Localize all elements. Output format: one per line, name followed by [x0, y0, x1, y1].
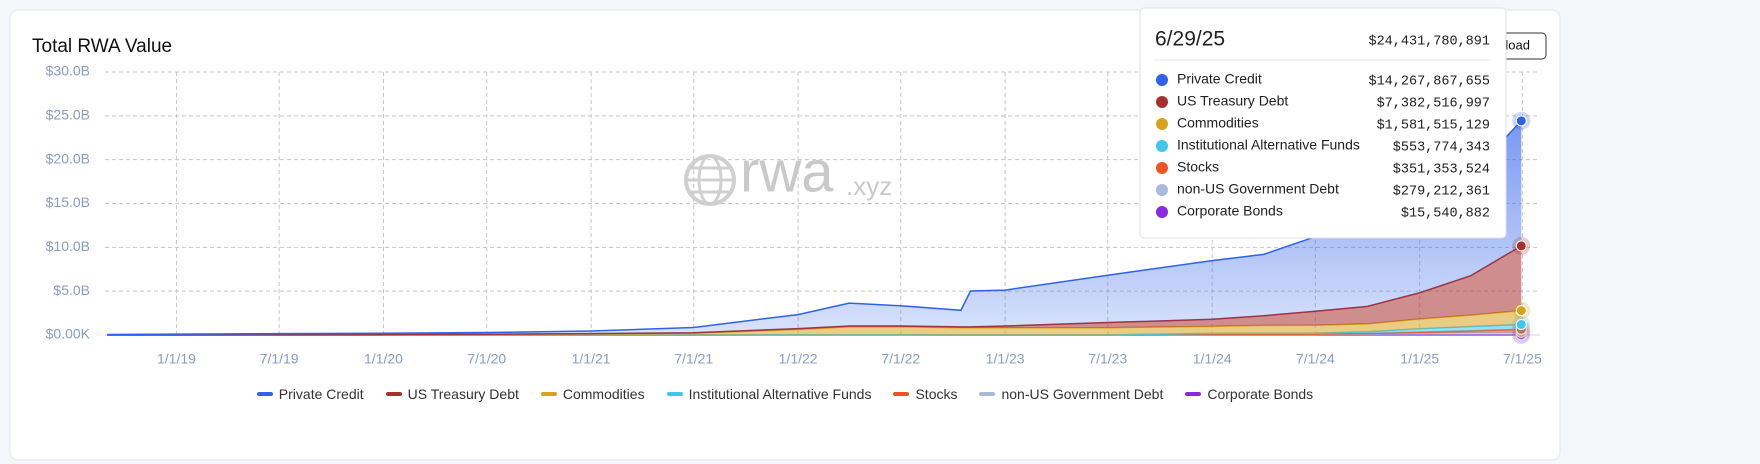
legend-swatch [540, 392, 557, 396]
tooltip-name: Private Credit [1177, 71, 1262, 87]
chart-title: Total RWA Value [32, 36, 172, 57]
tooltip-dot [1156, 118, 1168, 130]
x-tick-label: 1/1/23 [986, 351, 1025, 367]
x-tick-label: 7/1/20 [467, 351, 506, 367]
legend: Private Credit US Treasury Debt Commoditie… [10, 386, 1560, 402]
x-tick-label: 7/1/23 [1088, 351, 1127, 367]
legend-label[interactable]: Private Credit [278, 386, 364, 402]
y-tick-label: $10.0B [46, 238, 90, 254]
watermark-text: rwa [740, 139, 834, 204]
tooltip-name: Commodities [1177, 115, 1259, 131]
legend-label[interactable]: US Treasury Debt [407, 386, 519, 402]
watermark: rwa .xyz [684, 139, 892, 206]
x-tick-label: 1/1/20 [364, 351, 403, 367]
legend-swatch [979, 392, 996, 396]
y-tick-label: $15.0B [46, 194, 90, 210]
area [107, 332, 1522, 335]
tooltip-name: Institutional Alternative Funds [1177, 137, 1360, 153]
point [1515, 305, 1527, 317]
legend-swatch [256, 392, 273, 396]
y-tick-label: $5.0B [53, 282, 90, 298]
y-tick-label: $20.0B [46, 150, 90, 166]
legend-item[interactable]: Stocks [893, 386, 957, 402]
legend-item[interactable]: Institutional Alternative Funds [666, 386, 872, 402]
point [1515, 240, 1527, 252]
tooltip-value: $279,212,361 [1393, 185, 1490, 200]
x-tick-label: 1/1/22 [779, 351, 818, 367]
legend-swatch [893, 392, 910, 396]
tooltip-dot [1156, 184, 1168, 196]
tooltip-dot [1156, 74, 1168, 86]
tooltip-value: $14,267,867,655 [1368, 75, 1490, 90]
watermark-suffix: .xyz [846, 171, 892, 201]
legend-swatch [385, 392, 402, 396]
legend-item[interactable]: non-US Government Debt [979, 386, 1163, 402]
y-tick-label: $30.0B [46, 63, 90, 79]
legend-item[interactable]: Commodities [540, 386, 645, 402]
tooltip-name: Stocks [1177, 159, 1219, 175]
x-tick-label: 1/1/19 [157, 351, 196, 367]
legend-label[interactable]: Stocks [915, 386, 958, 402]
x-tick-label: 7/1/22 [881, 351, 920, 367]
legend-item[interactable]: Private Credit [256, 386, 364, 402]
legend-item[interactable]: Corporate Bonds [1185, 386, 1313, 402]
tooltip-dot [1156, 140, 1168, 152]
tooltip-value: $7,382,516,997 [1377, 97, 1490, 112]
tooltip-value: $351,353,524 [1393, 163, 1490, 178]
x-tick-label: 1/1/24 [1193, 351, 1232, 367]
area [107, 310, 1522, 335]
tooltip-value: $553,774,343 [1393, 141, 1490, 156]
tooltip-dot [1156, 162, 1168, 174]
legend-swatch [666, 392, 683, 396]
tooltip-date: 6/29/25 [1155, 28, 1225, 51]
x-tick-label: 7/1/24 [1296, 351, 1335, 367]
legend-swatch [1185, 392, 1202, 396]
tooltip-box [1139, 7, 1507, 239]
tooltip-dot [1156, 96, 1168, 108]
legend-label[interactable]: non-US Government Debt [1001, 386, 1164, 402]
tooltip-value: $15,540,882 [1401, 207, 1490, 222]
x-tick-label: 7/1/25 [1503, 351, 1542, 367]
legend-label[interactable]: Corporate Bonds [1207, 386, 1314, 402]
y-tick-label: $25.0B [46, 107, 90, 123]
point [1515, 115, 1527, 127]
tooltip-name: Corporate Bonds [1177, 203, 1283, 219]
x-tick-label: 7/1/21 [674, 351, 713, 367]
area [107, 120, 1522, 335]
point [1515, 318, 1527, 330]
tooltip-total: $24,431,780,891 [1368, 35, 1490, 50]
tooltip-value: $1,581,515,129 [1377, 119, 1490, 134]
legend-label[interactable]: Institutional Alternative Funds [688, 386, 872, 402]
x-tick-label: 1/1/21 [572, 351, 611, 367]
legend-label[interactable]: Commodities [562, 386, 645, 402]
x-tick-label: 7/1/19 [260, 351, 299, 367]
tooltip-name: non-US Government Debt [1177, 181, 1339, 197]
tooltip-name: US Treasury Debt [1177, 93, 1288, 109]
tooltip-dot [1156, 206, 1168, 218]
legend-item[interactable]: US Treasury Debt [385, 386, 519, 402]
y-tick-label: $0.00K [46, 326, 91, 342]
tooltip: 6/29/25 $24,431,780,891 Private Credit $1… [1139, 7, 1507, 239]
x-tick-label: 1/1/25 [1400, 351, 1439, 367]
